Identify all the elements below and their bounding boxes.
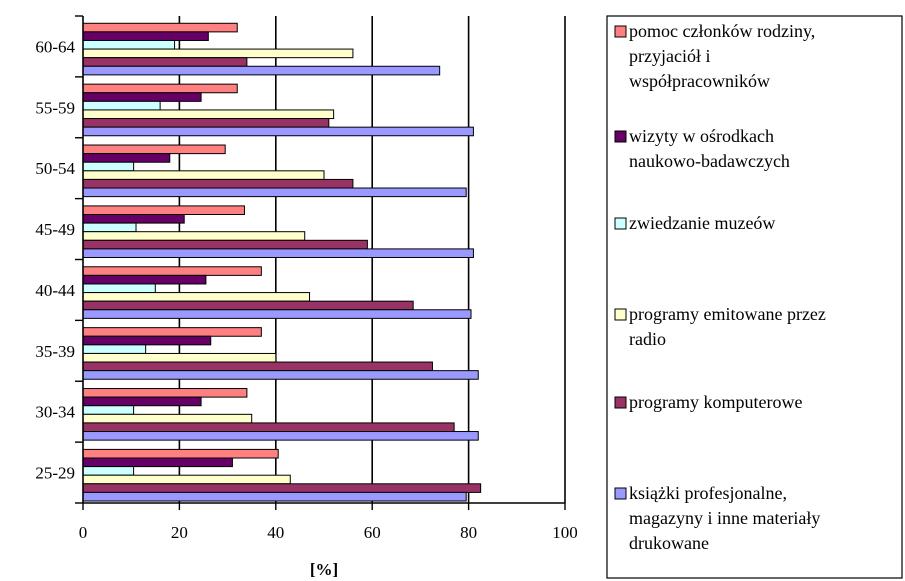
bar: [82, 126, 474, 137]
bar: [82, 109, 335, 120]
x-tick-label: 20: [171, 523, 188, 542]
bar: [82, 83, 238, 94]
bar: [82, 170, 325, 180]
bar: [82, 370, 479, 380]
legend-label: naukowo-badawczych: [629, 151, 790, 171]
y-tick-label: 25-29: [35, 464, 75, 483]
bar: [82, 178, 354, 189]
x-tick-label: 100: [552, 523, 578, 542]
legend-box: [606, 15, 903, 579]
bar: [82, 361, 433, 372]
x-tick-label: 0: [79, 523, 88, 542]
y-tick-label: 40-44: [35, 281, 75, 300]
bar: [82, 118, 330, 128]
bar: [82, 231, 306, 241]
y-tick-label: 60-64: [35, 37, 75, 56]
bar: [82, 344, 147, 354]
y-tick-label: 55-59: [35, 98, 75, 117]
bar: [82, 327, 262, 337]
bar: [82, 483, 482, 493]
bar: [82, 39, 176, 50]
bar: [82, 405, 135, 415]
legend-label: radio: [629, 329, 666, 349]
legend-swatch: [614, 130, 627, 143]
legend-label: przyjaciół i: [629, 46, 710, 66]
bar: [82, 352, 277, 363]
bar: [82, 413, 253, 424]
bar: [82, 335, 212, 346]
legend-swatch: [614, 25, 627, 38]
legend-swatch: [614, 396, 627, 409]
y-tick-label: 35-39: [35, 342, 75, 361]
x-tick-label: 60: [364, 523, 381, 542]
bar: [82, 448, 279, 459]
bar: [82, 266, 262, 276]
bar: [82, 431, 479, 441]
bar: [82, 214, 185, 224]
legend-label: współpracowników: [629, 71, 770, 91]
y-tick-label: 45-49: [35, 220, 75, 239]
bar: [82, 57, 248, 67]
bar: [82, 187, 467, 198]
bar: [82, 153, 171, 163]
bar: [82, 396, 202, 407]
legend-swatch: [614, 487, 627, 500]
bar: [82, 22, 238, 33]
legend-label: książki profesjonalne,: [629, 483, 787, 503]
x-axis-title: [%]: [310, 560, 338, 579]
bar: [82, 31, 209, 41]
bar: [82, 474, 291, 485]
legend-label: pomoc członków rodziny,: [629, 21, 815, 41]
bar: [82, 205, 245, 215]
bar: [82, 283, 156, 294]
bar: [82, 422, 455, 433]
legend-label: programy emitowane przez: [629, 304, 826, 324]
bar: [82, 274, 207, 285]
bar: [82, 222, 137, 233]
x-tick-label: 80: [460, 523, 477, 542]
bar: [82, 300, 414, 311]
bar: [82, 457, 233, 468]
plot-area: 25-29 30-34 35-39 40-44 45-49 50-54 55-59 60-64…: [35, 15, 578, 579]
legend-label: drukowane: [629, 533, 709, 553]
bar: [82, 248, 474, 258]
bar: [82, 161, 135, 172]
legend-label: wizyty w ośrodkach: [629, 126, 774, 146]
bar: [82, 144, 226, 155]
bar: [82, 48, 354, 59]
bar: [82, 92, 202, 102]
legend-label: zwiedzanie muzeów: [629, 213, 775, 233]
legend-swatch: [614, 308, 627, 321]
bar: [82, 491, 467, 502]
x-tick-label: 40: [267, 523, 284, 542]
bar: [82, 65, 441, 76]
bar: [82, 309, 472, 319]
bar: [82, 388, 248, 398]
legend: pomoc członków rodziny, przyjaciół i współ…: [606, 15, 903, 579]
bar: [82, 239, 368, 250]
y-tick-label: 30-34: [35, 403, 75, 422]
bar: [82, 466, 135, 476]
legend-swatch: [614, 217, 627, 230]
y-tick-label: 50-54: [35, 159, 75, 178]
legend-label: programy komputerowe: [629, 392, 802, 412]
bar: [82, 100, 161, 111]
legend-label: magazyny i inne materiały: [629, 508, 820, 528]
bar: [82, 292, 311, 302]
